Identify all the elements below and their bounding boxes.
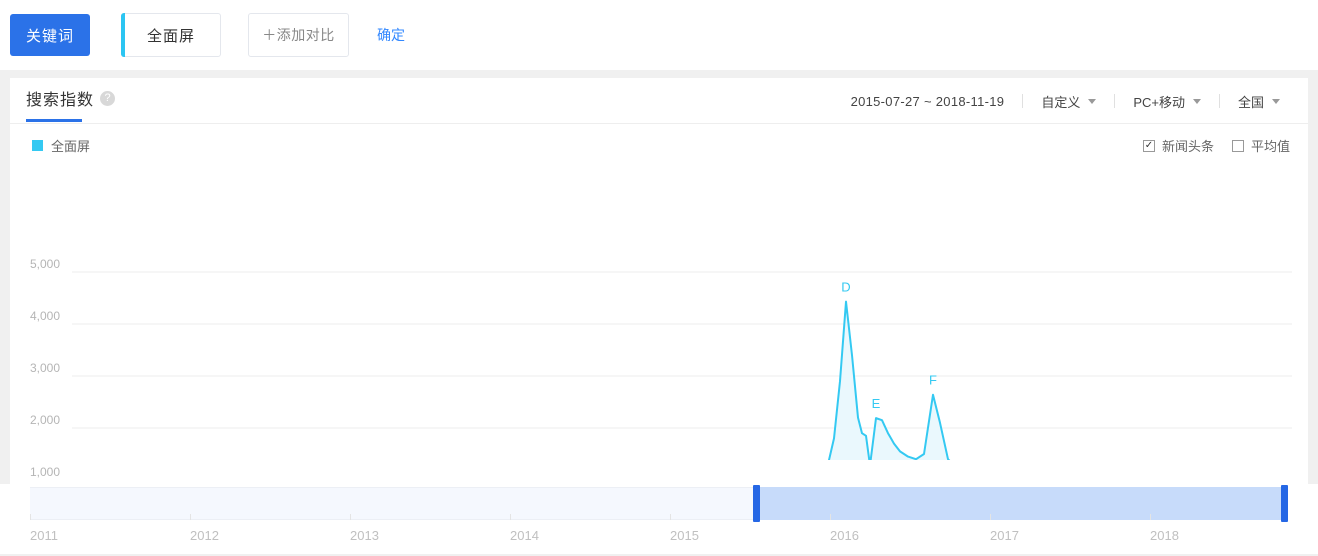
legend-label: 全面屏 <box>51 139 91 154</box>
chip-accent-bar <box>121 13 125 57</box>
y-axis-tick: 5,000 <box>29 257 60 271</box>
brush-tick <box>990 514 991 520</box>
card-header-controls: 2015-07-27 ~ 2018-11-19 自定义 PC+移动 全国 <box>851 78 1280 124</box>
checkbox-news-headline[interactable]: ✓ 新闻头条 <box>1142 136 1214 155</box>
chevron-down-icon <box>1192 98 1201 104</box>
divider <box>1218 94 1220 108</box>
brush-year-label: 2013 <box>350 528 379 543</box>
brush-year-label: 2011 <box>30 528 58 543</box>
add-compare-button[interactable]: ＋添加对比 <box>248 13 349 57</box>
brush-year-label: 2012 <box>190 528 219 543</box>
checkbox-label: 新闻头条 <box>1161 139 1214 154</box>
divider <box>1114 94 1116 108</box>
chart-line-quanmianping <box>827 300 951 460</box>
tab-active-underline <box>26 119 82 122</box>
divider <box>1022 94 1024 108</box>
help-icon[interactable]: ? <box>100 90 116 106</box>
checkbox-box <box>1231 139 1244 152</box>
region-select-value: 全国 <box>1237 94 1264 110</box>
chart-area-fill <box>829 301 949 460</box>
news-marker-D[interactable]: D <box>841 280 850 295</box>
device-select[interactable]: PC+移动 <box>1133 92 1201 111</box>
brush-year-label: 2015 <box>670 528 699 543</box>
chip-label: 全面屏 <box>146 27 195 45</box>
confirm-link[interactable]: 确定 <box>377 27 405 43</box>
y-axis-tick: 2,000 <box>29 413 60 427</box>
news-marker-F[interactable]: F <box>929 373 937 388</box>
search-index-card: 搜索指数 ? 2015-07-27 ~ 2018-11-19 自定义 PC+移动… <box>10 78 1308 556</box>
card-header: 搜索指数 ? 2015-07-27 ~ 2018-11-19 自定义 PC+移动… <box>10 78 1308 124</box>
period-select[interactable]: 自定义 <box>1041 92 1097 111</box>
chart-option-checkboxes: ✓ 新闻头条 平均值 <box>1142 136 1290 155</box>
tab-search-index[interactable]: 搜索指数 ? <box>26 86 116 110</box>
legend-item-quanmianping[interactable]: 全面屏 <box>32 136 90 155</box>
checkbox-average-value[interactable]: 平均值 <box>1231 136 1290 155</box>
brush-year-label: 2016 <box>830 528 859 543</box>
y-axis-tick: 4,000 <box>29 309 60 323</box>
chevron-down-icon <box>1272 98 1280 104</box>
brush-selection[interactable] <box>755 487 1285 520</box>
y-axis-tick: 3,000 <box>29 361 60 375</box>
brush-year-label: 2014 <box>510 528 539 543</box>
brush-tick <box>350 514 351 520</box>
keyword-button[interactable]: 关键词 <box>10 14 90 56</box>
chart-canvas: ABCDEFGH <box>72 271 1292 460</box>
brush-year-label: 2017 <box>990 528 1019 543</box>
top-toolbar: 关键词 全面屏 ＋添加对比 确定 <box>0 0 1318 70</box>
y-axis-tick: 1,000 <box>29 465 60 479</box>
brush-tick <box>30 514 31 520</box>
news-marker-C[interactable]: C <box>771 457 780 460</box>
brush-year-label: 2018 <box>1150 528 1179 543</box>
brush-tick <box>510 514 511 520</box>
brush-tick <box>1150 514 1151 520</box>
device-select-value: PC+移动 <box>1133 94 1185 110</box>
brush-tick <box>670 514 671 520</box>
brush-tick <box>830 514 831 520</box>
brush-tick <box>190 514 191 520</box>
chevron-down-icon <box>1088 98 1097 104</box>
checkbox-label: 平均值 <box>1250 139 1290 154</box>
brush-handle-left[interactable] <box>753 485 760 522</box>
legend-row: 全面屏 ✓ 新闻头条 平均值 <box>10 124 1308 160</box>
checkbox-box: ✓ <box>1142 139 1155 152</box>
date-range-label: 2015-07-27 ~ 2018-11-19 <box>850 93 1005 109</box>
keyword-chip-quanmianping[interactable]: 全面屏 <box>121 13 221 57</box>
period-select-value: 自定义 <box>1041 94 1081 110</box>
tab-label: 搜索指数 <box>26 92 95 109</box>
timeline-brush[interactable]: 2011 2012 2013 2014 2015 2016 2017 2018 <box>0 484 1318 554</box>
region-select[interactable]: 全国 <box>1238 92 1280 111</box>
legend-color-swatch <box>32 140 43 151</box>
brush-handle-right[interactable] <box>1281 485 1288 522</box>
news-marker-E[interactable]: E <box>872 396 881 411</box>
